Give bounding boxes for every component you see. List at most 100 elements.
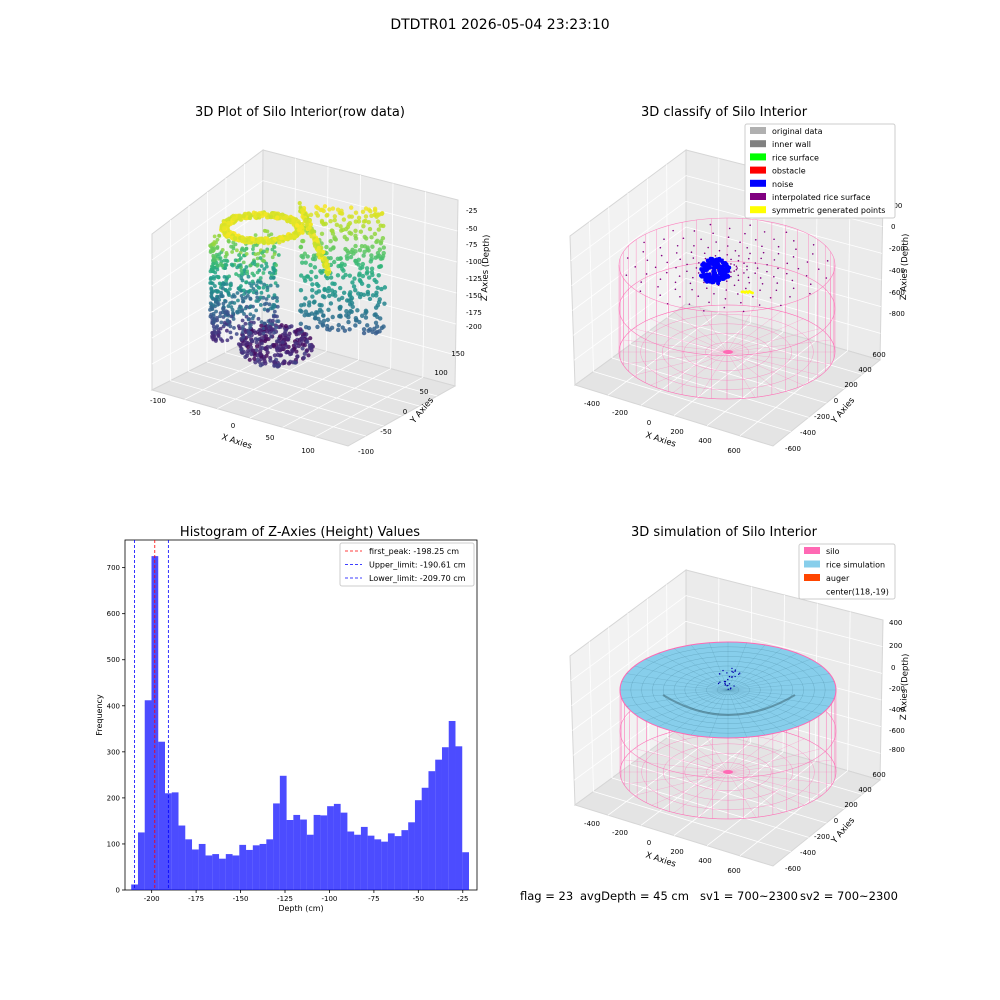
point [264,329,270,334]
point [248,305,253,309]
noise-point [718,266,723,271]
raw-ztick-3: -100 [466,258,482,266]
point [299,223,304,229]
point [364,309,369,315]
noise-point [711,270,716,275]
point [299,230,305,235]
point [257,359,262,364]
point [281,337,287,342]
point [226,220,232,226]
point [318,250,323,256]
point [337,306,343,311]
point [338,211,344,216]
point [228,283,233,288]
simulation-ytick-4: 200 [844,801,857,809]
noise-point [707,265,712,270]
point [216,328,221,332]
interpolated-point [754,262,757,264]
point [317,307,323,313]
point [292,218,298,224]
interpolated-point [722,271,724,273]
interpolated-point [674,288,677,291]
raw-xtick-2: 0 [231,422,235,430]
noise-point [725,267,730,272]
point [284,236,290,241]
point [228,330,233,335]
point [359,281,365,286]
point [357,273,362,278]
point [242,248,247,253]
point [364,236,369,241]
point [291,235,297,241]
point [229,233,235,239]
point [302,275,307,281]
noise-point [715,257,720,262]
point [286,344,291,349]
point [223,226,229,231]
point [324,265,329,271]
point [260,211,266,217]
point [379,211,385,216]
point [259,336,264,341]
point [288,214,294,220]
point [296,221,302,227]
noise-point [710,280,715,285]
point [227,219,233,225]
silo-floor-spoke [634,771,729,796]
point [232,217,237,222]
point [266,214,271,220]
point [313,241,318,246]
point [266,294,271,299]
point [255,241,260,246]
interpolated-point [791,279,794,282]
raw-point-cloud [208,201,388,369]
auger-point [722,669,724,672]
point [210,264,215,269]
point [229,234,234,240]
grid-line [667,737,863,795]
point [250,236,255,242]
interpolated-point [795,248,797,250]
point [210,247,215,251]
point [317,254,322,260]
point [210,321,215,325]
point [329,325,335,331]
point [321,221,326,227]
grid-line [608,627,613,779]
rice-mesh-spoke [621,689,729,699]
point [294,231,300,236]
grid-line [630,764,827,824]
point [296,231,302,236]
point [264,353,269,358]
point [287,217,293,223]
point [347,292,352,297]
point [299,209,305,214]
point [373,312,378,317]
point [231,220,236,225]
point [268,214,274,220]
point [330,292,335,297]
point [222,231,228,237]
point [220,247,225,252]
point [251,287,256,291]
noise-point [713,272,718,277]
point [223,299,228,304]
point [265,229,270,234]
point [285,236,291,242]
point [222,266,227,270]
interpolated-point [746,268,748,271]
point [299,225,305,230]
point [219,250,224,255]
point [209,286,214,291]
point [278,334,283,339]
point [310,282,315,287]
point [236,298,240,303]
point [219,223,225,228]
point [209,276,213,280]
simulation-ytick-0: -600 [785,865,801,873]
point [268,355,273,361]
point [299,329,304,334]
point [374,239,379,245]
point [224,229,229,234]
point [285,349,290,354]
